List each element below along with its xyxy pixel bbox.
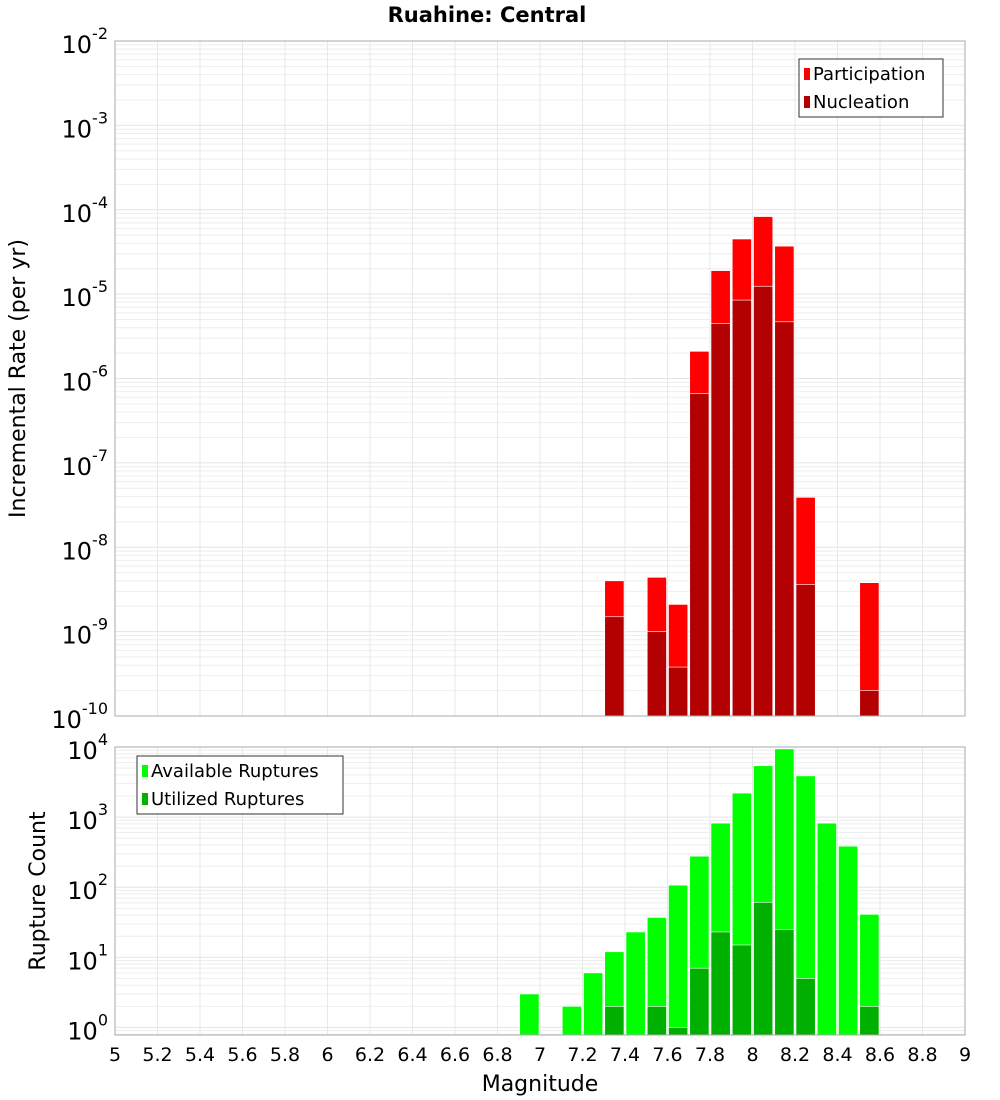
bar-utilized-ruptures bbox=[646, 1006, 667, 1036]
x-tick-label: 7.8 bbox=[695, 1044, 725, 1066]
bar-nucleation bbox=[689, 393, 710, 717]
plot-frame bbox=[114, 40, 966, 717]
y-tick-label: 103 bbox=[67, 800, 108, 835]
x-tick-label: 5.2 bbox=[142, 1044, 172, 1066]
y-tick-label: 104 bbox=[67, 730, 108, 765]
x-tick-label: 8.6 bbox=[865, 1044, 895, 1066]
chart-title: Ruahine: Central bbox=[388, 3, 587, 27]
y-tick-label: 10-4 bbox=[62, 193, 109, 228]
bar-utilized-ruptures bbox=[689, 967, 710, 1036]
x-tick-label: 5 bbox=[109, 1044, 121, 1066]
legend-label: Nucleation bbox=[813, 92, 909, 113]
legend-swatch bbox=[142, 793, 148, 805]
bar-nucleation bbox=[604, 616, 625, 717]
bar-nucleation bbox=[753, 285, 774, 717]
legend-swatch bbox=[142, 765, 148, 777]
legend-label: Utilized Ruptures bbox=[151, 789, 304, 810]
bar-utilized-ruptures bbox=[774, 929, 795, 1036]
x-tick-label: 9 bbox=[959, 1044, 971, 1066]
x-tick-label: 6.6 bbox=[440, 1044, 470, 1066]
x-tick-label: 7.2 bbox=[567, 1044, 597, 1066]
y-tick-label: 10-8 bbox=[62, 530, 109, 565]
bar-utilized-ruptures bbox=[731, 944, 752, 1036]
y-axis-label: Rupture Count bbox=[26, 811, 51, 971]
legend-box bbox=[798, 58, 944, 118]
bar-available-ruptures bbox=[561, 1006, 582, 1036]
bar-nucleation bbox=[859, 690, 880, 717]
bar-available-ruptures bbox=[838, 845, 859, 1036]
y-tick-label: 10-6 bbox=[62, 362, 109, 397]
bar-utilized-ruptures bbox=[753, 901, 774, 1036]
bar-nucleation bbox=[668, 666, 689, 717]
legend-swatch bbox=[804, 96, 810, 108]
x-tick-label: 8.8 bbox=[907, 1044, 937, 1066]
y-tick-label: 10-10 bbox=[51, 699, 108, 734]
x-tick-label: 6.8 bbox=[482, 1044, 512, 1066]
y-tick-label: 10-7 bbox=[62, 446, 109, 481]
x-tick-label: 6 bbox=[321, 1044, 333, 1066]
bar-available-ruptures bbox=[519, 993, 540, 1036]
bar-available-ruptures bbox=[583, 972, 604, 1036]
bar-available-ruptures bbox=[625, 931, 646, 1036]
x-tick-label: 7.6 bbox=[652, 1044, 682, 1066]
bar-utilized-ruptures bbox=[604, 1006, 625, 1036]
y-tick-label: 10-3 bbox=[62, 108, 109, 143]
bar-nucleation bbox=[731, 299, 752, 717]
bar-nucleation bbox=[795, 584, 816, 717]
y-tick-label: 10-9 bbox=[62, 615, 109, 650]
legend-swatch bbox=[804, 68, 810, 80]
bar-nucleation bbox=[646, 631, 667, 717]
x-tick-label: 6.4 bbox=[397, 1044, 427, 1066]
y-tick-label: 101 bbox=[67, 940, 108, 975]
x-tick-label: 5.6 bbox=[227, 1044, 257, 1066]
legend-label: Participation bbox=[813, 64, 925, 85]
y-tick-label: 100 bbox=[67, 1010, 108, 1045]
bar-utilized-ruptures bbox=[859, 1006, 880, 1036]
plot-frame bbox=[114, 746, 966, 1036]
rupture-count-plot: 100 101 102 103 104 Rupture Count Available Ru… bbox=[26, 730, 966, 1045]
legend-label: Available Ruptures bbox=[151, 761, 319, 782]
x-tick-label: 8.2 bbox=[780, 1044, 810, 1066]
x-axis-label: Magnitude bbox=[482, 1072, 599, 1097]
bar-nucleation bbox=[774, 321, 795, 717]
x-tick-label: 5.4 bbox=[185, 1044, 215, 1066]
y-tick-label: 102 bbox=[67, 870, 108, 905]
legend-box bbox=[136, 755, 344, 815]
x-tick-label: 7 bbox=[534, 1044, 546, 1066]
y-axis-label: Incremental Rate (per yr) bbox=[6, 239, 31, 518]
bar-utilized-ruptures bbox=[795, 978, 816, 1036]
x-tick-label: 5.8 bbox=[270, 1044, 300, 1066]
x-tick-label: 7.4 bbox=[610, 1044, 640, 1066]
y-tick-label: 10-2 bbox=[62, 24, 109, 59]
y-tick-label: 10-5 bbox=[62, 277, 109, 312]
x-tick-label: 8 bbox=[746, 1044, 758, 1066]
bar-available-ruptures bbox=[816, 822, 837, 1036]
bar-utilized-ruptures bbox=[710, 931, 731, 1036]
incremental-rate-plot: 10-10 10-9 10-8 10-7 10-6 10-5 10-4 10-3 10-2 Inc… bbox=[6, 24, 966, 734]
bar-available-ruptures bbox=[668, 884, 689, 1036]
bar-utilized-ruptures bbox=[668, 1027, 689, 1036]
x-tick-label: 6.2 bbox=[355, 1044, 385, 1066]
bar-nucleation bbox=[710, 323, 731, 717]
x-tick-label: 8.4 bbox=[822, 1044, 852, 1066]
